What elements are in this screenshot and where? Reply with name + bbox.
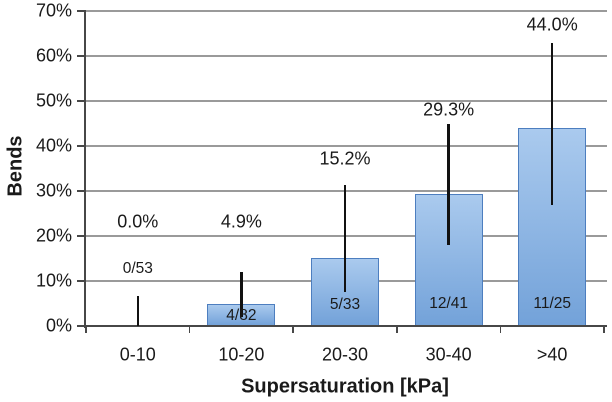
gridline <box>86 190 607 192</box>
x-tick-mark <box>292 327 294 333</box>
error-bar <box>343 185 347 293</box>
error-bar <box>550 42 554 205</box>
gridline <box>86 145 607 147</box>
y-tick-mark <box>77 55 84 57</box>
fraction-label: 12/41 <box>429 294 468 312</box>
x-tick-mark <box>85 327 87 333</box>
fraction-label: 5/33 <box>329 295 361 313</box>
value-label: 15.2% <box>319 148 371 169</box>
x-tick-mark <box>188 327 191 333</box>
x-tick-mark <box>603 327 605 333</box>
value-label: 44.0% <box>526 14 578 35</box>
y-tick-mark <box>77 325 84 327</box>
error-bar <box>240 272 243 317</box>
y-axis-title: Bends <box>4 135 27 197</box>
x-tick-label: 0-10 <box>119 344 156 365</box>
x-tick-label: >40 <box>536 344 568 365</box>
y-tick-label: 20% <box>35 225 72 246</box>
x-axis-line <box>84 325 607 327</box>
y-tick-label: 10% <box>35 270 72 291</box>
fraction-label: 11/25 <box>533 294 572 312</box>
bar <box>518 128 587 326</box>
x-tick-label: 20-30 <box>321 344 369 365</box>
y-tick-mark <box>77 145 84 147</box>
y-tick-mark <box>77 235 84 237</box>
y-tick-mark <box>77 280 84 282</box>
x-axis-title: Supersaturation [kPa] <box>241 375 449 398</box>
y-tick-mark <box>77 190 84 192</box>
gridline <box>86 10 607 12</box>
x-tick-label: 10-20 <box>218 344 265 365</box>
value-label: 0.0% <box>117 211 159 232</box>
error-bar <box>447 123 450 245</box>
y-tick-mark <box>77 100 84 102</box>
y-tick-label: 30% <box>35 180 72 201</box>
y-tick-mark <box>77 10 84 12</box>
gridline <box>86 100 607 102</box>
fraction-label: 4/82 <box>226 307 257 325</box>
y-tick-label: 0% <box>45 315 72 336</box>
y-tick-label: 70% <box>35 0 72 21</box>
y-axis-line <box>84 10 86 328</box>
x-tick-label: 30-40 <box>425 344 472 365</box>
gridline <box>86 55 607 57</box>
y-tick-label: 50% <box>35 90 72 111</box>
x-tick-mark <box>396 327 398 333</box>
value-label: 4.9% <box>220 211 262 232</box>
gridline <box>86 235 607 237</box>
error-bar <box>136 295 140 326</box>
x-tick-mark <box>499 327 502 333</box>
fraction-label: 0/53 <box>122 259 153 277</box>
y-tick-label: 40% <box>35 135 72 156</box>
value-label: 29.3% <box>423 99 475 120</box>
y-tick-label: 60% <box>35 45 72 66</box>
